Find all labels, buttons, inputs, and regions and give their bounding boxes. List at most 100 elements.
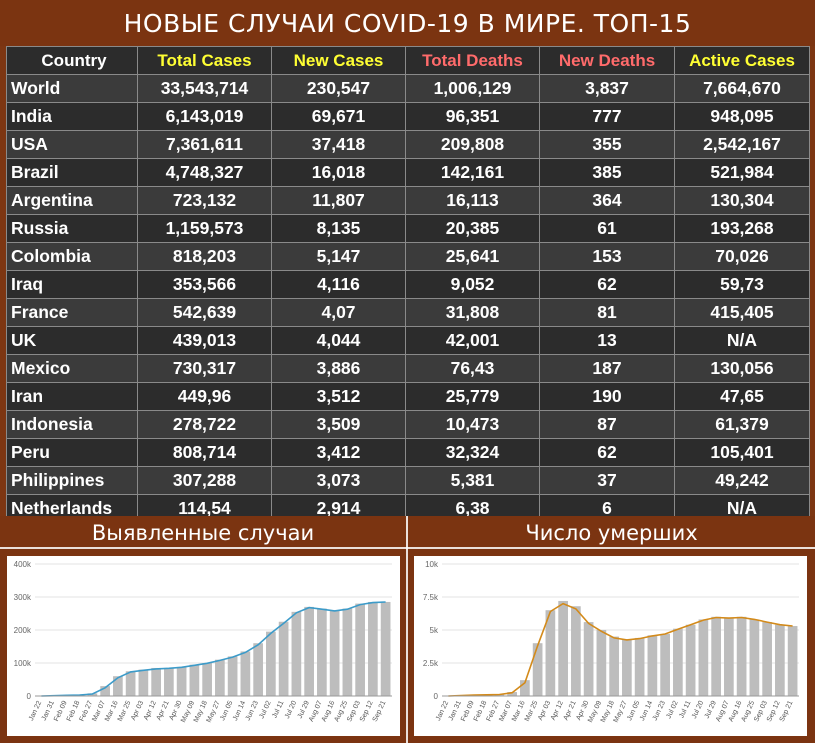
cell-new-deaths: 61 bbox=[539, 214, 675, 243]
table-row: Peru 808,714 3,412 32,324 62 105,401 bbox=[6, 438, 810, 467]
cell-new-cases: 3,509 bbox=[271, 410, 406, 439]
cell-new-cases: 3,073 bbox=[271, 466, 406, 495]
cell-total-cases: 723,132 bbox=[137, 186, 272, 215]
deaths-bar bbox=[545, 610, 556, 696]
cell-total-deaths: 9,052 bbox=[405, 270, 540, 299]
cell-country: Indonesia bbox=[6, 410, 138, 439]
cell-active-cases: N/A bbox=[674, 326, 810, 355]
table-row: India 6,143,019 69,671 96,351 777 948,095 bbox=[6, 102, 810, 131]
table-row: Mexico 730,317 3,886 76,43 187 130,056 bbox=[6, 354, 810, 383]
cases-bar bbox=[317, 608, 327, 696]
cell-country: World bbox=[6, 74, 138, 103]
cell-total-deaths: 76,43 bbox=[405, 354, 540, 383]
cell-new-cases: 69,671 bbox=[271, 102, 406, 131]
deaths-bar bbox=[583, 622, 594, 696]
cell-new-deaths: 190 bbox=[539, 382, 675, 411]
table-row: Iraq 353,566 4,116 9,052 62 59,73 bbox=[6, 270, 810, 299]
cell-new-cases: 11,807 bbox=[271, 186, 406, 215]
deaths-bar bbox=[736, 616, 747, 696]
cell-active-cases: 49,242 bbox=[674, 466, 810, 495]
cell-country: Russia bbox=[6, 214, 138, 243]
cases-bar bbox=[164, 667, 174, 696]
header-new-deaths: New Deaths bbox=[539, 46, 675, 75]
cases-bar bbox=[380, 601, 391, 696]
deaths-bar bbox=[647, 635, 658, 696]
cell-new-deaths: 81 bbox=[539, 298, 675, 327]
cell-new-cases: 4,116 bbox=[271, 270, 406, 299]
deaths-ytick-label: 0 bbox=[434, 692, 439, 701]
cell-total-deaths: 20,385 bbox=[405, 214, 540, 243]
deaths-bar bbox=[609, 636, 619, 696]
cases-bar bbox=[138, 669, 149, 696]
cell-new-cases: 4,044 bbox=[271, 326, 406, 355]
covid-table-wrapper: Country Total Cases New Cases Total Deat… bbox=[6, 46, 810, 523]
deaths-ytick-label: 7.5k bbox=[423, 593, 439, 602]
cell-total-deaths: 31,808 bbox=[405, 298, 540, 327]
deaths-ytick-label: 5k bbox=[430, 626, 439, 635]
table-row: Colombia 818,203 5,147 25,641 153 70,026 bbox=[6, 242, 810, 271]
cell-new-deaths: 87 bbox=[539, 410, 675, 439]
deaths-bar bbox=[507, 692, 517, 696]
cell-country: Iran bbox=[6, 382, 138, 411]
cell-country: Argentina bbox=[6, 186, 138, 215]
cell-new-cases: 3,886 bbox=[271, 354, 406, 383]
cases-bar bbox=[240, 651, 251, 696]
deaths-bar bbox=[596, 630, 607, 696]
cases-bar bbox=[176, 666, 187, 696]
cell-total-cases: 7,361,611 bbox=[137, 130, 272, 159]
cell-new-deaths: 37 bbox=[539, 466, 675, 495]
left-panel-label: Выявленные случаи bbox=[91, 521, 315, 545]
cell-new-cases: 4,07 bbox=[271, 298, 406, 327]
cell-country: USA bbox=[6, 130, 138, 159]
cell-total-deaths: 1,006,129 bbox=[405, 74, 540, 103]
deaths-bar bbox=[634, 637, 645, 696]
cell-total-cases: 6,143,019 bbox=[137, 102, 272, 131]
cell-total-deaths: 10,473 bbox=[405, 410, 540, 439]
cell-active-cases: 2,542,167 bbox=[674, 130, 810, 159]
cell-total-cases: 808,714 bbox=[137, 438, 272, 467]
deaths-bar bbox=[775, 624, 785, 696]
cell-new-deaths: 187 bbox=[539, 354, 675, 383]
cases-ytick-label: 0 bbox=[27, 692, 32, 701]
page-title: НОВЫЕ СЛУЧАИ COVID-19 В МИРЕ. ТОП-15 bbox=[123, 8, 692, 38]
deaths-bar bbox=[571, 606, 581, 696]
deaths-bar bbox=[660, 633, 670, 696]
cell-new-deaths: 3,837 bbox=[539, 74, 675, 103]
cell-new-cases: 3,412 bbox=[271, 438, 406, 467]
header-active-cases: Active Cases bbox=[674, 46, 810, 75]
deaths-bar bbox=[520, 680, 530, 696]
cell-active-cases: 59,73 bbox=[674, 270, 810, 299]
charts-divider-vertical bbox=[406, 516, 408, 743]
cell-total-cases: 307,288 bbox=[137, 466, 272, 495]
cell-new-cases: 230,547 bbox=[271, 74, 406, 103]
cell-total-deaths: 142,161 bbox=[405, 158, 540, 187]
cell-total-deaths: 16,113 bbox=[405, 186, 540, 215]
cell-country: Iraq bbox=[6, 270, 138, 299]
cases-bar bbox=[125, 671, 136, 696]
table-row: Indonesia 278,722 3,509 10,473 87 61,379 bbox=[6, 410, 810, 439]
deaths-trend-line bbox=[448, 602, 793, 697]
cell-country: France bbox=[6, 298, 138, 327]
cell-total-cases: 278,722 bbox=[137, 410, 272, 439]
cases-bar bbox=[215, 659, 225, 696]
table-row: UK 439,013 4,044 42,001 13 N/A bbox=[6, 326, 810, 355]
cell-active-cases: 948,095 bbox=[674, 102, 810, 131]
deaths-bar bbox=[558, 600, 568, 696]
cell-total-deaths: 96,351 bbox=[405, 102, 540, 131]
cell-total-cases: 542,639 bbox=[137, 298, 272, 327]
cell-total-cases: 818,203 bbox=[137, 242, 272, 271]
cases-bar bbox=[368, 601, 378, 696]
cell-active-cases: 130,056 bbox=[674, 354, 810, 383]
cases-bar bbox=[291, 611, 302, 696]
cell-country: Brazil bbox=[6, 158, 138, 187]
title-bar: НОВЫЕ СЛУЧАИ COVID-19 В МИРЕ. ТОП-15 bbox=[0, 0, 815, 46]
cell-active-cases: 521,984 bbox=[674, 158, 810, 187]
table-row: Argentina 723,132 11,807 16,113 364 130,304 bbox=[6, 186, 810, 215]
cases-ytick-label: 100k bbox=[14, 659, 32, 668]
deaths-bar bbox=[622, 639, 632, 696]
cases-bar bbox=[253, 643, 263, 696]
cell-new-deaths: 385 bbox=[539, 158, 675, 187]
cases-bar bbox=[329, 610, 340, 696]
cell-total-cases: 353,566 bbox=[137, 270, 272, 299]
